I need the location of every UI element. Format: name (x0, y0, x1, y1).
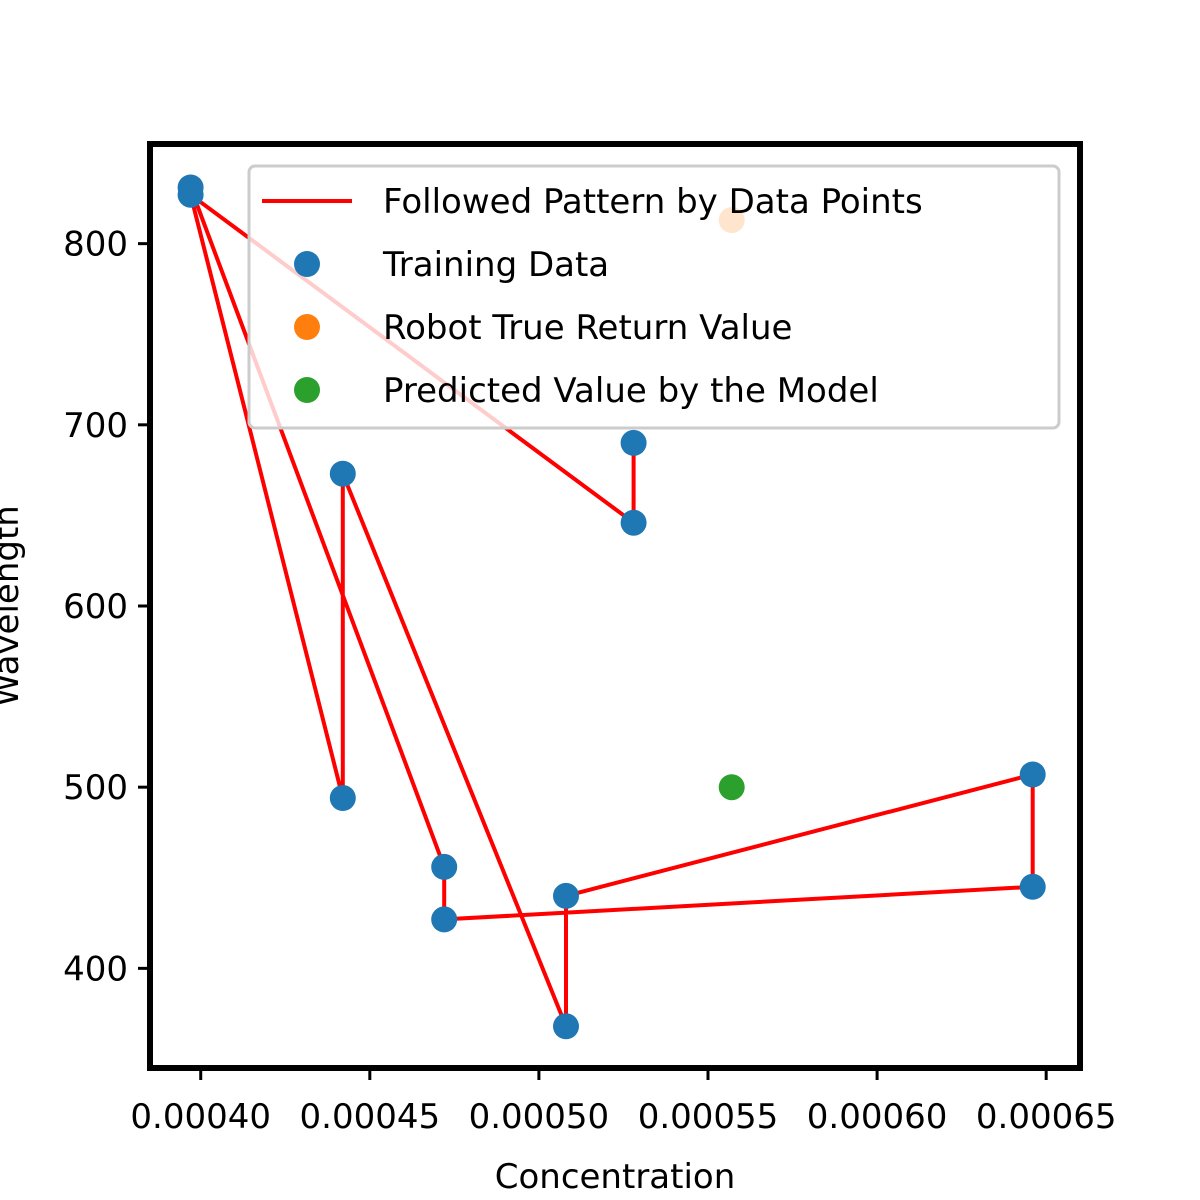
x-axis-ticks: 0.00040 0.00045 0.00050 0.00055 0.00060 0.000… (130, 1068, 1116, 1137)
legend-marker-swatch (294, 377, 320, 403)
y-tick-label: 700 (63, 406, 128, 446)
y-tick-label: 400 (63, 949, 128, 989)
training-data-point (620, 429, 647, 456)
training-data-point (431, 853, 458, 880)
y-axis-ticks: 400 500 600 700 800 (63, 225, 150, 989)
x-tick-label: 0.00040 (130, 1097, 271, 1137)
training-data-point (620, 509, 647, 536)
legend-label: Training Data (382, 245, 609, 285)
x-tick-label: 0.00045 (300, 1097, 441, 1137)
legend-box (247, 164, 1061, 430)
training-data-point (329, 460, 356, 487)
y-tick-label: 600 (63, 587, 128, 627)
x-tick-label: 0.00065 (976, 1097, 1117, 1137)
legend-label: Robot True Return Value (383, 308, 792, 348)
y-tick-label: 800 (63, 225, 128, 265)
plot-content (177, 174, 1046, 1040)
predicted-value-by-the-model-point (718, 774, 745, 801)
x-tick-label: 0.00055 (638, 1097, 779, 1137)
training-data-point (431, 906, 458, 933)
training-data-point (329, 785, 356, 811)
y-axis-title: Wavelength (0, 505, 27, 707)
x-tick-label: 0.00060 (807, 1097, 948, 1137)
x-axis-title: Concentration (495, 1157, 736, 1197)
legend: Followed Pattern by Data Points Training … (247, 164, 1061, 430)
legend-label: Followed Pattern by Data Points (383, 182, 923, 222)
x-tick-label: 0.00050 (469, 1097, 610, 1137)
legend-marker-swatch (294, 314, 320, 340)
legend-label: Predicted Value by the Model (383, 371, 879, 411)
training-data-point (1019, 761, 1046, 788)
training-data-point (1019, 873, 1046, 900)
training-data-point (553, 1013, 579, 1040)
y-tick-label: 500 (63, 768, 128, 808)
training-data-point (553, 882, 579, 909)
training-data-point (177, 181, 204, 208)
legend-marker-swatch (294, 251, 320, 277)
